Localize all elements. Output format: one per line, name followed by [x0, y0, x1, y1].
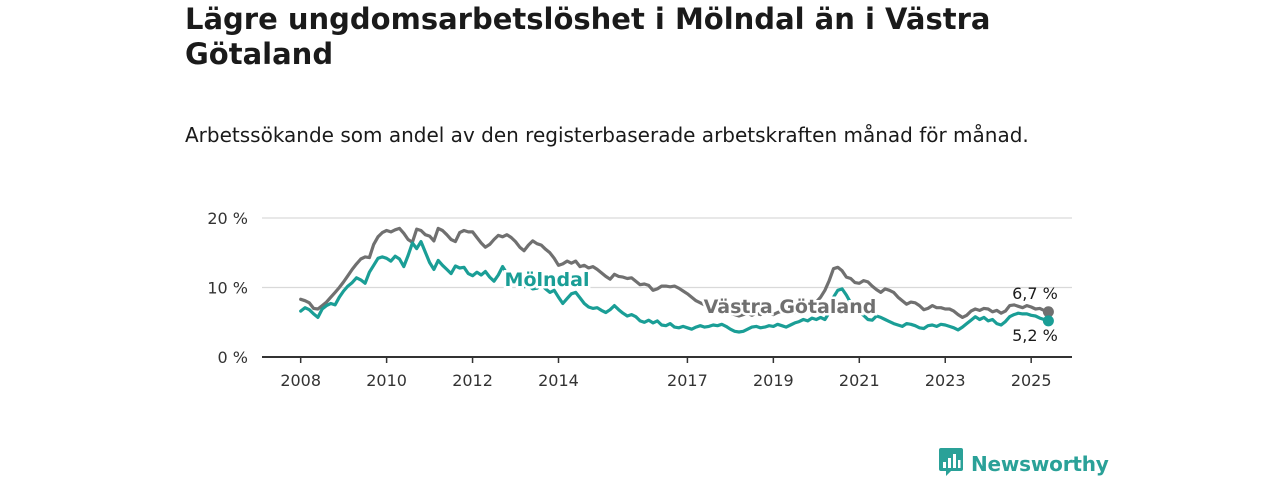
newsworthy-brand: Newsworthy: [938, 447, 1109, 481]
x-tick-label: 2023: [925, 371, 966, 390]
chart-subtitle: Arbetssökande som andel av den registerb…: [185, 123, 1029, 147]
series-label-molndal: Mölndal: [505, 269, 590, 291]
end-point-vastra-gotaland: [1042, 306, 1054, 318]
y-axis-ticks: 0 % 10 % 20 %: [207, 209, 248, 367]
brand-name: Newsworthy: [971, 452, 1109, 476]
x-tick-label: 2010: [366, 371, 407, 390]
x-tick-label: 2008: [280, 371, 321, 390]
series-label-vastra-gotaland: Västra Götaland: [704, 296, 877, 318]
y-tick-label: 10 %: [207, 279, 248, 298]
x-tick-label: 2019: [753, 371, 794, 390]
x-tick-label: 2012: [452, 371, 493, 390]
x-tick-label: 2025: [1011, 371, 1052, 390]
end-value-molndal: 5,2 %: [1012, 326, 1058, 345]
series-line-vastra-gotaland: [299, 226, 1050, 319]
end-point-molndal: [1042, 315, 1054, 327]
x-tick-label: 2021: [839, 371, 880, 390]
series-line-molndal: [299, 240, 1050, 334]
x-tick-label: 2017: [667, 371, 708, 390]
y-tick-label: 0 %: [218, 348, 248, 367]
bar-chart-icon: [938, 447, 964, 481]
chart-title: Lägre ungdomsarbetslöshet i Mölndal än i…: [185, 2, 991, 71]
end-value-vastra-gotaland: 6,7 %: [1012, 284, 1058, 303]
x-axis-ticks: 2008 2010 2012 2014 2017 2019 2021 2023 2025: [280, 357, 1052, 390]
x-tick-label: 2014: [538, 371, 579, 390]
y-tick-label: 20 %: [207, 209, 248, 228]
